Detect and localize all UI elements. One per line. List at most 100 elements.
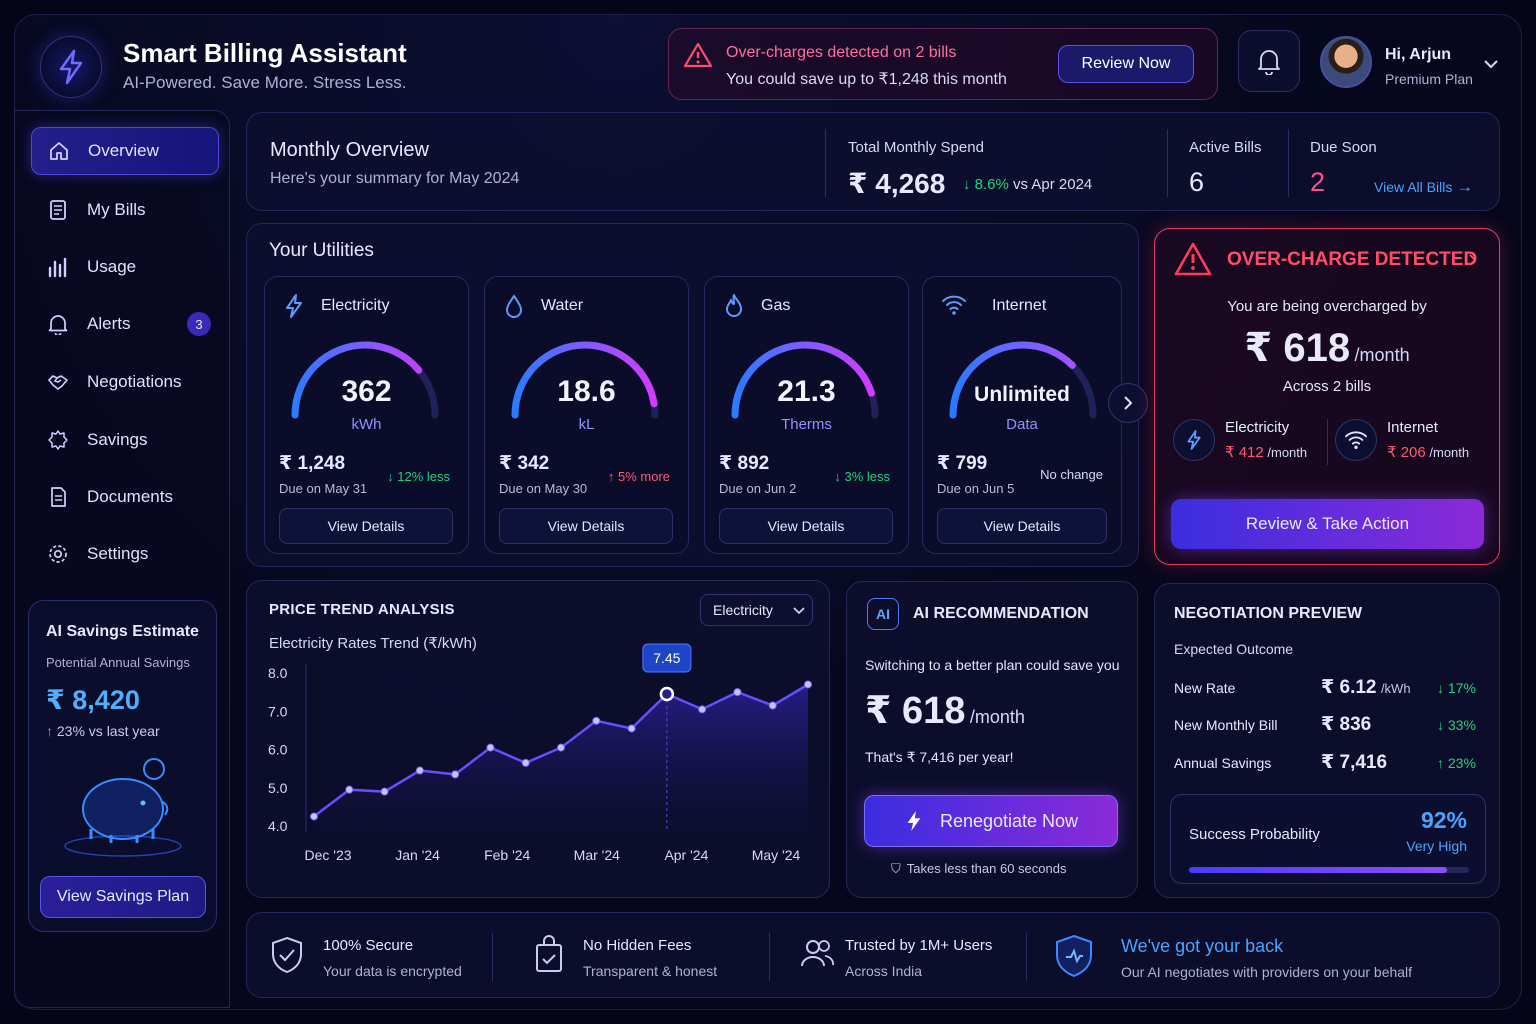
- bolt-icon: [59, 49, 83, 85]
- sidebar-item-negotiations[interactable]: Negotiations: [31, 358, 219, 406]
- overcharge-item-name: Internet: [1387, 419, 1438, 436]
- tooltip-value: 7.45: [653, 650, 680, 666]
- overcharge-item-amount: ₹ 206 /month: [1387, 444, 1470, 461]
- utility-card-electricity: Electricity 362 kWh ₹ 1,248 Due on May 3…: [264, 276, 469, 554]
- usage-gauge: [511, 341, 659, 419]
- sidebar-item-label: Savings: [87, 430, 148, 449]
- new-rate-value: ₹ 6.12 /kWh: [1321, 677, 1411, 698]
- overcharge-across: Across 2 bills: [1282, 378, 1372, 395]
- annual-savings-change: ↑ 23%: [1437, 755, 1476, 771]
- annual-savings-label: Annual Savings: [1174, 755, 1272, 771]
- new-monthly-bill-change: ↓ 33%: [1437, 717, 1476, 733]
- utility-card-internet: Internet Unlimited Data ₹ 799 Due on Jun…: [922, 276, 1122, 554]
- view-savings-plan-button[interactable]: View Savings Plan: [40, 876, 206, 918]
- data-point[interactable]: [768, 701, 777, 710]
- chart-tooltip: 7.45: [642, 643, 692, 673]
- wifi-icon: [1344, 431, 1367, 449]
- negotiation-subtitle: Expected Outcome: [1174, 641, 1294, 657]
- data-point[interactable]: [698, 705, 707, 714]
- notifications-button[interactable]: [1238, 30, 1300, 92]
- ai-recommendation-panel: AI AI RECOMMENDATION Switching to a bett…: [846, 581, 1138, 898]
- view-details-button[interactable]: View Details: [719, 508, 893, 544]
- sidebar-item-documents[interactable]: Documents: [31, 473, 219, 521]
- data-point[interactable]: [486, 743, 495, 752]
- usage-unit: kL: [578, 416, 595, 433]
- data-point[interactable]: [592, 716, 601, 725]
- next-utilities-button[interactable]: [1108, 383, 1148, 423]
- utilities-title: Your Utilities: [269, 240, 374, 261]
- review-take-action-button[interactable]: Review & Take Action: [1171, 499, 1484, 549]
- view-details-button[interactable]: View Details: [279, 508, 453, 544]
- chevron-down-icon[interactable]: [1483, 58, 1499, 70]
- x-tick-label: May '24: [752, 847, 801, 863]
- wifi-icon: [942, 295, 966, 315]
- view-details-button[interactable]: View Details: [499, 508, 673, 544]
- savings-subtitle: Potential Annual Savings: [46, 655, 190, 670]
- data-point[interactable]: [451, 770, 460, 779]
- savings-title: AI Savings Estimate: [46, 623, 199, 640]
- sidebar-item-label: Settings: [87, 544, 149, 563]
- sidebar-item-savings[interactable]: Savings: [31, 416, 219, 464]
- divider: [769, 933, 770, 981]
- bills-icon: [50, 200, 66, 220]
- highlighted-data-point[interactable]: [659, 686, 675, 702]
- flame-icon: [726, 294, 742, 317]
- due-date: Due on Jun 5: [937, 481, 1015, 496]
- ai-icon: AI: [867, 598, 899, 630]
- sidebar-item-label: Overview: [88, 141, 159, 160]
- divider: [1167, 129, 1168, 197]
- home-icon: [50, 142, 68, 160]
- data-point[interactable]: [310, 812, 318, 821]
- handshake-icon: [48, 375, 68, 390]
- y-tick-label: 6.0: [268, 742, 288, 758]
- data-point[interactable]: [733, 688, 742, 697]
- sidebar-item-my-bills[interactable]: My Bills: [31, 186, 219, 234]
- data-point[interactable]: [557, 743, 565, 752]
- users-icon: [801, 940, 834, 967]
- utility-select-dropdown[interactable]: Electricity: [700, 594, 813, 626]
- view-details-button[interactable]: View Details: [937, 508, 1107, 544]
- data-point[interactable]: [627, 724, 636, 733]
- data-point[interactable]: [804, 680, 812, 689]
- usage-gauge: [731, 341, 879, 419]
- data-point[interactable]: [380, 787, 389, 796]
- usage-unit: Therms: [781, 416, 832, 433]
- usage-value: Unlimited: [974, 383, 1070, 406]
- utility-card-gas: Gas 21.3 Therms ₹ 892 Due on Jun 2 ↓ 3% …: [704, 276, 909, 554]
- bill-amount: ₹ 799: [937, 453, 988, 474]
- sidebar-item-usage[interactable]: Usage: [31, 243, 219, 291]
- sidebar-item-overview[interactable]: Overview: [31, 127, 219, 175]
- due-soon-value: 2: [1310, 167, 1326, 197]
- sidebar-item-label: Documents: [87, 487, 173, 506]
- bell-icon: [48, 315, 68, 335]
- avatar[interactable]: [1320, 36, 1372, 88]
- probability-track: [1189, 867, 1469, 873]
- chevron-right-icon[interactable]: [1468, 253, 1478, 267]
- review-now-button[interactable]: Review Now: [1058, 45, 1194, 83]
- renegotiate-now-button[interactable]: Renegotiate Now: [864, 795, 1118, 847]
- trend-title: PRICE TREND ANALYSIS: [269, 601, 455, 618]
- data-point[interactable]: [345, 785, 354, 794]
- data-point[interactable]: [415, 766, 424, 775]
- x-tick-label: Mar '24: [574, 847, 620, 863]
- success-probability-box: Success Probability 92% Very High: [1170, 794, 1486, 884]
- sidebar-item-label: Alerts: [87, 314, 131, 333]
- usage-unit: Data: [1006, 416, 1038, 433]
- sidebar-item-label: Negotiations: [87, 372, 182, 391]
- due-soon-label: Due Soon: [1310, 139, 1377, 156]
- warning-icon: [683, 42, 713, 68]
- bill-amount: ₹ 892: [719, 453, 770, 474]
- usage-gauge: [949, 341, 1097, 419]
- alert-text: You could save up to ₹1,248 this month: [726, 71, 1007, 88]
- view-all-bills-link[interactable]: View All Bills →: [1374, 177, 1474, 196]
- x-tick-label: Apr '24: [664, 847, 708, 863]
- usage-unit: kWh: [351, 416, 382, 433]
- data-point[interactable]: [521, 758, 530, 767]
- negotiation-preview-panel: NEGOTIATION PREVIEW Expected Outcome New…: [1154, 583, 1500, 898]
- user-plan: Premium Plan: [1385, 71, 1473, 87]
- overcharge-amount: ₹ 618 /month: [1244, 326, 1410, 370]
- user-greeting: Hi, Arjun: [1385, 46, 1452, 63]
- y-tick-label: 7.0: [268, 703, 288, 719]
- sidebar-item-alerts[interactable]: Alerts 3: [31, 300, 219, 348]
- sidebar-item-settings[interactable]: Settings: [31, 530, 219, 578]
